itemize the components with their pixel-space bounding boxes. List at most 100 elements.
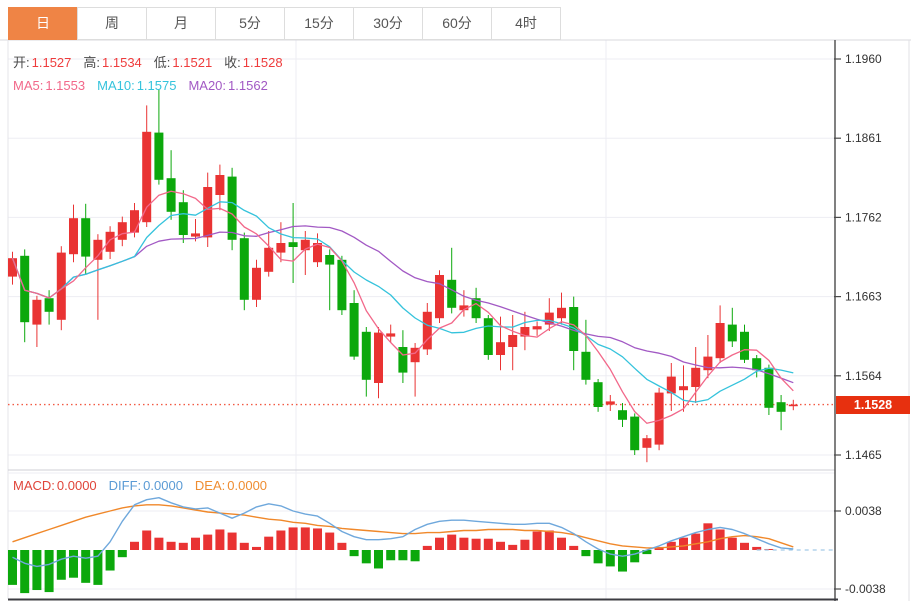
macd-hist-bar xyxy=(435,537,444,550)
candle-body xyxy=(178,202,188,235)
candle-body xyxy=(642,438,652,448)
macd-hist-bar xyxy=(386,550,396,561)
candle-body xyxy=(325,255,335,265)
macd-hist-bar xyxy=(313,528,322,550)
macd-hist-bar xyxy=(508,544,518,550)
candle-body xyxy=(557,307,566,319)
macd-hist-bar xyxy=(300,527,310,550)
macd-hist-bar xyxy=(630,550,640,563)
current-price-tag: 1.1528 xyxy=(836,395,910,414)
candle-body xyxy=(788,404,798,407)
macd-hist-bar xyxy=(471,538,481,550)
macd-hist-bar xyxy=(20,550,30,594)
macd-hist-bar xyxy=(642,550,652,555)
candle-body xyxy=(532,326,542,330)
candle-body xyxy=(8,258,17,277)
axis-tick-label: 0.0038 xyxy=(845,504,882,518)
candle-body xyxy=(630,416,640,451)
tab-week[interactable]: 周 xyxy=(77,7,147,40)
macd-hist-bar xyxy=(215,529,225,550)
candle-body xyxy=(691,367,701,387)
candle-body xyxy=(544,312,554,325)
candle-body xyxy=(81,218,91,257)
candle-body xyxy=(313,243,322,263)
macd-value: MACD: 0.0000 xyxy=(13,478,97,493)
candle-body xyxy=(764,367,774,408)
axis-tick-label: -0.0038 xyxy=(845,582,886,596)
candle-body xyxy=(288,242,298,247)
macd-hist-bar xyxy=(459,537,469,550)
macd-hist-bar xyxy=(8,550,17,585)
candle-body xyxy=(471,298,481,319)
macd-hist-bar xyxy=(715,529,725,550)
candle-body xyxy=(740,331,749,360)
axis-tick-label: 1.1465 xyxy=(845,448,882,462)
macd-hist-bar xyxy=(337,542,347,550)
macd-hist-bar xyxy=(618,550,627,572)
tab-5min[interactable]: 5分 xyxy=(215,7,285,40)
tab-day[interactable]: 日 xyxy=(8,7,78,40)
axis-tick-label: 1.1861 xyxy=(845,131,882,145)
macd-hist-bar xyxy=(593,550,603,564)
dea-value: DEA: 0.0000 xyxy=(194,478,268,493)
dea-line xyxy=(12,504,794,549)
candle-body xyxy=(117,222,127,240)
ma20-value: MA20: 1.1562 xyxy=(188,78,268,93)
macd-hist-bar xyxy=(264,536,274,550)
candle-body xyxy=(581,351,591,380)
macd-hist-bar xyxy=(496,541,505,550)
macd-hist-bar xyxy=(154,537,164,550)
candle-body xyxy=(727,324,737,342)
macd-hist-bar xyxy=(105,550,115,571)
candle-body xyxy=(593,382,603,407)
diff-line xyxy=(12,497,794,568)
macd-legend: MACD: 0.0000 DIFF: 0.0000 DEA: 0.0000 xyxy=(13,478,279,493)
candle-body xyxy=(520,327,530,337)
candle-body xyxy=(447,279,457,308)
candle-body xyxy=(191,233,200,237)
candle-body xyxy=(422,311,432,350)
macd-hist-bar xyxy=(422,545,432,550)
candle-body xyxy=(679,386,688,391)
tab-4hour[interactable]: 4时 xyxy=(491,7,561,40)
candle-body xyxy=(361,331,371,380)
macd-hist-bar xyxy=(203,534,213,550)
candle-body xyxy=(569,307,579,351)
candle-body xyxy=(276,243,286,253)
macd-hist-bar xyxy=(520,539,530,550)
macd-hist-bar xyxy=(361,550,371,564)
ohlc-close: 收: 1.1528 xyxy=(224,55,283,70)
macd-hist-bar xyxy=(325,532,335,550)
tab-60min[interactable]: 60分 xyxy=(422,7,492,40)
axis-tick-label: 1.1663 xyxy=(845,290,882,304)
candle-body xyxy=(752,358,762,371)
macd-hist-bar xyxy=(544,530,554,550)
macd-hist-bar xyxy=(374,550,383,569)
candle-body xyxy=(130,210,139,233)
candle-body xyxy=(435,275,444,319)
ohlc-open: 开: 1.1527 xyxy=(13,55,72,70)
macd-hist-bar xyxy=(166,541,176,550)
macd-hist-bar xyxy=(532,531,542,550)
macd-hist-bar xyxy=(239,542,249,550)
candle-body xyxy=(337,259,347,311)
tab-15min[interactable]: 15分 xyxy=(284,7,354,40)
macd-hist-bar xyxy=(288,527,298,550)
macd-hist-bar xyxy=(227,532,237,550)
ma-legend: MA5: 1.1553 MA10: 1.1575 MA20: 1.1562 xyxy=(13,78,280,93)
macd-hist-bar xyxy=(483,538,493,550)
candle-body xyxy=(703,356,713,371)
macd-hist-bar xyxy=(764,548,774,550)
tab-30min[interactable]: 30分 xyxy=(353,7,423,40)
macd-hist-bar xyxy=(44,550,54,593)
ma20-line xyxy=(11,225,794,384)
macd-hist-bar xyxy=(117,550,127,558)
candle-body xyxy=(105,231,115,252)
candle-body xyxy=(386,333,396,337)
macd-hist-bar xyxy=(727,537,737,550)
macd-hist-bar xyxy=(93,550,103,585)
tab-month[interactable]: 月 xyxy=(146,7,216,40)
macd-hist-bar xyxy=(178,542,188,550)
